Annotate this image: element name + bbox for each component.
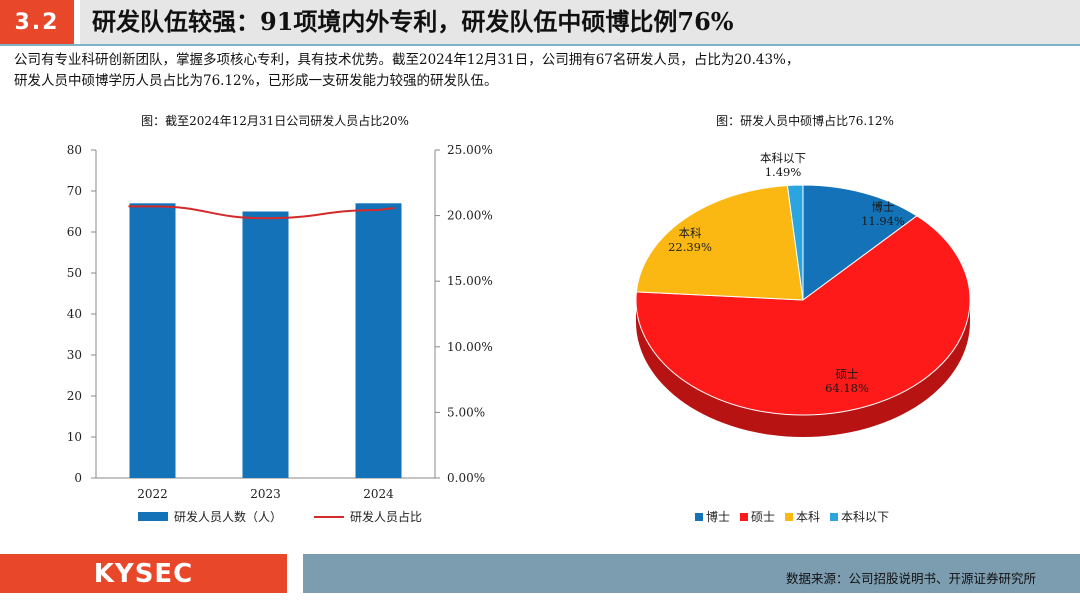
header-bar <box>80 0 1080 44</box>
bar-2022 <box>129 203 176 479</box>
legend-label-博士: 博士 <box>706 509 730 524</box>
intro-line-1: 公司有专业科研创新团队，掌握多项核心专利，具有技术优势。截至2024年12月31… <box>14 52 800 68</box>
pie-chart: 博士11.94%硕士64.18%本科22.39%本科以下1.49%博士 硕士 本科本… <box>635 151 971 524</box>
legend-bar-label: 研发人员人数（人） <box>174 509 282 524</box>
right-tick-label: 20.00% <box>447 209 493 223</box>
pie-label-本科: 本科 <box>679 226 702 240</box>
left-tick-label: 0 <box>74 471 82 485</box>
legend-swatch-硕士 <box>740 513 748 521</box>
pie-value-本科以下: 1.49% <box>765 165 802 179</box>
legend-swatch-本科 <box>785 513 793 521</box>
footer-bar <box>303 554 1080 593</box>
data-source: 数据来源：公司招股说明书、开源证券研究所 <box>785 571 1036 586</box>
right-tick-label: 25.00% <box>447 143 493 157</box>
section-number: 3.2 <box>0 0 74 44</box>
bar-2024 <box>355 203 402 479</box>
x-tick-label: 2023 <box>250 487 281 501</box>
x-tick-label: 2024 <box>363 487 394 501</box>
intro-text: 公司有专业科研创新团队，掌握多项核心专利，具有技术优势。截至2024年12月31… <box>14 50 1070 92</box>
left-tick-label: 50 <box>67 266 82 280</box>
header-divider <box>0 44 1080 46</box>
legend-swatch-本科以下 <box>830 513 838 521</box>
legend-line-label: 研发人员占比 <box>350 509 422 524</box>
pie-label-博士: 博士 <box>872 200 895 214</box>
x-tick-label: 2022 <box>137 487 168 501</box>
pie-label-硕士: 硕士 <box>836 367 859 381</box>
pie-value-本科: 22.39% <box>668 240 712 254</box>
right-tick-label: 5.00% <box>447 405 485 419</box>
legend-label-本科以下: 本科以下 <box>841 510 889 524</box>
pie-label-本科以下: 本科以下 <box>760 151 806 165</box>
bar-2023 <box>242 211 289 478</box>
bar-chart-title: 图：截至2024年12月31日公司研发人员占比20% <box>141 114 409 128</box>
bar-line-chart: 0 10 20 30 40 50 60 70 80 0.00% 5.00% 10.00% 15.00% 2… <box>67 143 493 524</box>
left-tick-label: 30 <box>67 348 82 362</box>
pie-slice-本科以下 <box>786 184 804 301</box>
line-series-ratio <box>128 205 395 220</box>
pie-value-博士: 11.94% <box>861 214 905 228</box>
pie-slice-硕士 <box>635 215 971 416</box>
left-tick-label: 10 <box>67 430 82 444</box>
legend-swatch-博士 <box>695 513 703 521</box>
legend-label-硕士: 硕士 <box>751 510 775 524</box>
left-tick-label: 60 <box>67 225 82 239</box>
pie-value-硕士: 64.18% <box>825 381 869 395</box>
right-tick-label: 0.00% <box>447 471 485 485</box>
pie-slice-博士 <box>802 184 918 301</box>
header: 3.2 研发队伍较强：91项境内外专利，研发队伍中硕博比例76% <box>0 0 1080 44</box>
legend-bar-swatch <box>138 512 168 521</box>
right-tick-label: 15.00% <box>447 274 493 288</box>
intro-line-2: 研发人员中硕博学历人员占比为76.12%，已形成一支研发能力较强的研发队伍。 <box>14 73 498 89</box>
kysec-logo: KYSEC <box>93 558 194 589</box>
right-tick-label: 10.00% <box>447 340 493 354</box>
pie-slice-本科 <box>635 184 804 301</box>
left-tick-label: 40 <box>67 307 82 321</box>
left-tick-label: 70 <box>67 184 82 198</box>
footer-logo-bar <box>0 554 287 593</box>
legend-label-本科: 本科 <box>796 510 820 524</box>
left-tick-label: 20 <box>67 389 82 403</box>
page-title: 研发队伍较强：91项境内外专利，研发队伍中硕博比例76% <box>92 7 734 36</box>
left-tick-label: 80 <box>67 143 82 157</box>
pie-chart-title: 图：研发人员中硕博占比76.12% <box>716 114 894 128</box>
pie-side-硕士 <box>636 300 970 437</box>
